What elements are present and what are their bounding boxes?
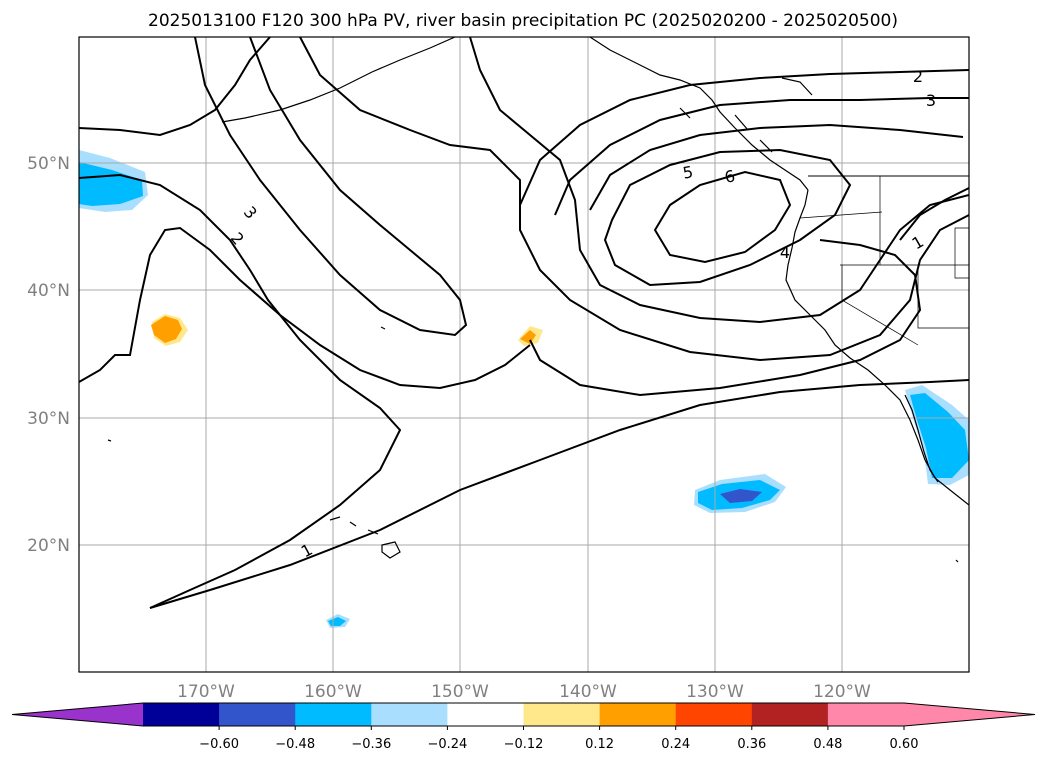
- lon-label-140w: 140°W: [559, 682, 617, 702]
- colorbar-tick-label: 0.36: [737, 737, 766, 752]
- lat-label-50n: 50°N: [27, 154, 70, 174]
- lon-label-120w: 120°W: [813, 682, 871, 702]
- map-background: [79, 37, 969, 672]
- precip-area-west-edge-core: [79, 162, 143, 206]
- colorbar-outline: [11, 702, 1036, 727]
- map-title: 2025013100 F120 300 hPa PV, river basin …: [148, 11, 898, 31]
- pv-contour-2-east: [519, 69, 969, 206]
- gridlines: [79, 37, 969, 672]
- colorbar-tick-label: 0.60: [890, 737, 919, 752]
- colorbar-extend-max: [904, 703, 1035, 726]
- pv-contour-6: [653, 170, 792, 264]
- precip-area-positive-144w-core: [520, 330, 536, 344]
- colorbar-tick-label: −0.60: [199, 737, 239, 752]
- pv-contour-4: [469, 37, 969, 324]
- map-content: 1 2 3 4 5 6 2 3 1: [79, 37, 969, 672]
- longitude-labels: 170°W 160°W 150°W 140°W 130°W 120°W: [177, 682, 871, 702]
- colorbar-tick-label: 0.12: [585, 737, 614, 752]
- colorbar-tick-label: −0.36: [351, 737, 391, 752]
- lat-label-30n: 30°N: [27, 409, 70, 429]
- colorbar-segment: [219, 703, 296, 726]
- pv-contour-4-inner: [589, 123, 964, 211]
- colorbar-segment: [523, 703, 601, 726]
- alaska-coast: [221, 37, 456, 123]
- colorbar-segment: [751, 703, 829, 726]
- contour-label: 6: [723, 166, 737, 187]
- contour-label: 5: [681, 162, 694, 182]
- small-islands: [107, 326, 959, 563]
- colorbar-extend-min: [12, 703, 143, 726]
- colorbar-segment: [827, 703, 905, 726]
- colorbar-tick-label: −0.48: [275, 737, 315, 752]
- pv-contour-3: [299, 37, 969, 362]
- colorbar-segment: [295, 703, 372, 726]
- colorbar-tick-label: −0.12: [504, 737, 544, 752]
- lon-label-150w: 150°W: [431, 682, 489, 702]
- colorbar-segment: [447, 703, 524, 726]
- colorbar-segment: [599, 703, 677, 726]
- precip-shading: [79, 150, 969, 628]
- pv-contour-1-east: [149, 379, 969, 609]
- pv-contour-2-north: [194, 37, 468, 337]
- precip-area-california-core: [910, 393, 969, 478]
- colorbar: −0.60 −0.48 −0.36 −0.24 −0.12 0.12 0.24 0.36 0.4…: [11, 702, 1036, 752]
- pv-contour-2: [529, 239, 922, 397]
- contour-label: 4: [780, 243, 790, 262]
- baja-california: [904, 394, 939, 483]
- lon-label-160w: 160°W: [304, 682, 362, 702]
- colorbar-tick-label: −0.24: [427, 737, 467, 752]
- contour-label: 2: [913, 67, 923, 86]
- colorbar-segment: [371, 703, 448, 726]
- pv-contour-3-east: [554, 97, 969, 216]
- pv-contour-1-west-lobe: [79, 226, 531, 390]
- pv-contour-1-upper: [79, 37, 271, 137]
- pv-contour-east-high: [899, 187, 969, 241]
- colorbar-tick-label: 0.48: [813, 737, 842, 752]
- lat-label-40n: 40°N: [27, 281, 70, 301]
- pv-contour-5: [603, 148, 852, 287]
- map-panel: 1 2 3 4 5 6 2 3 1: [78, 36, 970, 673]
- latitude-labels: 50°N 40°N 30°N 20°N: [27, 154, 70, 556]
- lon-label-170w: 170°W: [177, 682, 235, 702]
- coastlines: [107, 37, 969, 563]
- hawaii-islands: [329, 516, 401, 559]
- colorbar-segment: [675, 703, 753, 726]
- colorbar-segment: [143, 703, 220, 726]
- map-frame: [78, 36, 970, 673]
- contour-label: 3: [926, 91, 936, 110]
- north-america-west-coast: [785, 189, 969, 506]
- precip-area-129w-max: [720, 489, 762, 503]
- pv-contour-1: [79, 173, 402, 609]
- precip-area-positive-173w-core: [151, 316, 182, 343]
- pv-contours: [79, 37, 969, 609]
- colorbar-tick-label: 0.24: [661, 737, 690, 752]
- lat-label-20n: 20°N: [27, 536, 70, 556]
- lon-label-130w: 130°W: [686, 682, 744, 702]
